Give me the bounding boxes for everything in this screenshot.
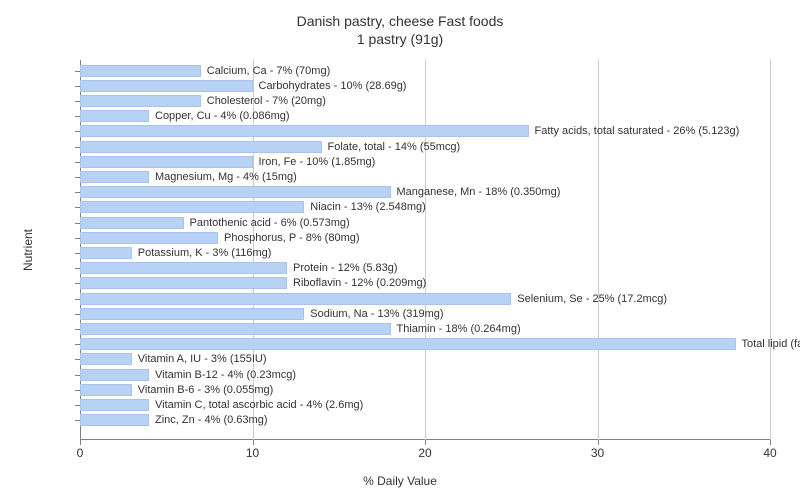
x-tickmark [80,440,81,445]
nutrient-bar-label: Zinc, Zn - 4% (0.63mg) [155,414,267,426]
nutrient-bar-label: Thiamin - 18% (0.264mg) [397,323,521,335]
nutrient-bar [80,186,391,198]
y-tick-dash [75,223,80,224]
nutrient-bar [80,353,132,365]
nutrient-bar-label: Copper, Cu - 4% (0.086mg) [155,110,290,122]
y-tick-dash [75,207,80,208]
nutrient-chart: Danish pastry, cheese Fast foods 1 pastr… [0,0,800,500]
nutrient-bar [80,293,511,305]
nutrient-bar-label: Sodium, Na - 13% (319mg) [310,308,443,320]
y-tick-dash [75,314,80,315]
nutrient-bar-label: Vitamin A, IU - 3% (155IU) [138,353,267,365]
y-tick-dash [75,359,80,360]
title-line-2: 1 pastry (91g) [357,31,443,47]
x-tick-label: 30 [591,446,604,460]
y-tick-dash [75,131,80,132]
x-tick-label: 10 [246,446,259,460]
nutrient-bar-label: Riboflavin - 12% (0.209mg) [293,277,426,289]
nutrient-bar [80,201,304,213]
nutrient-bar [80,156,253,168]
nutrient-bar-label: Selenium, Se - 25% (17.2mcg) [517,293,667,305]
y-tick-dash [75,405,80,406]
x-tick-label: 20 [418,446,431,460]
nutrient-bar [80,369,149,381]
nutrient-bar [80,323,391,335]
nutrient-bar-label: Iron, Fe - 10% (1.85mg) [259,156,376,168]
x-tickmark [598,440,599,445]
y-tick-dash [75,71,80,72]
nutrient-bar-label: Cholesterol - 7% (20mg) [207,95,326,107]
gridline [598,60,599,440]
y-tick-dash [75,147,80,148]
x-tick-label: 0 [77,446,84,460]
nutrient-bar-label: Folate, total - 14% (55mcg) [328,141,461,153]
x-axis-label: % Daily Value [363,474,437,488]
nutrient-bar-label: Carbohydrates - 10% (28.69g) [259,80,407,92]
y-tick-dash [75,299,80,300]
nutrient-bar [80,338,736,350]
y-tick-dash [75,420,80,421]
nutrient-bar-label: Fatty acids, total saturated - 26% (5.12… [535,125,740,137]
nutrient-bar-label: Phosphorus, P - 8% (80mg) [224,232,360,244]
nutrient-bar [80,125,529,137]
nutrient-bar [80,308,304,320]
y-tick-dash [75,390,80,391]
title-line-1: Danish pastry, cheese Fast foods [297,13,504,29]
nutrient-bar [80,384,132,396]
nutrient-bar-label: Vitamin B-12 - 4% (0.23mcg) [155,369,296,381]
y-tick-dash [75,86,80,87]
y-tick-dash [75,162,80,163]
gridline [425,60,426,440]
plot-area: 010203040Calcium, Ca - 7% (70mg)Carbohyd… [80,60,770,440]
nutrient-bar-label: Calcium, Ca - 7% (70mg) [207,65,330,77]
nutrient-bar-label: Protein - 12% (5.83g) [293,262,398,274]
nutrient-bar [80,414,149,426]
y-tick-dash [75,177,80,178]
nutrient-bar [80,217,184,229]
nutrient-bar-label: Total lipid (fat) - 38% (24.62g) [742,338,800,350]
y-tick-dash [75,329,80,330]
nutrient-bar [80,80,253,92]
nutrient-bar [80,171,149,183]
nutrient-bar [80,141,322,153]
y-tick-dash [75,375,80,376]
y-tick-dash [75,238,80,239]
y-tick-dash [75,192,80,193]
nutrient-bar-label: Potassium, K - 3% (116mg) [138,247,272,259]
x-tickmark [770,440,771,445]
chart-title: Danish pastry, cheese Fast foods 1 pastr… [0,0,800,48]
nutrient-bar [80,110,149,122]
nutrient-bar [80,247,132,259]
y-tick-dash [75,101,80,102]
y-axis-label: Nutrient [21,229,35,271]
y-tick-dash [75,268,80,269]
nutrient-bar [80,262,287,274]
nutrient-bar-label: Vitamin B-6 - 3% (0.055mg) [138,384,274,396]
y-tick-dash [75,253,80,254]
nutrient-bar-label: Pantothenic acid - 6% (0.573mg) [190,217,350,229]
nutrient-bar-label: Magnesium, Mg - 4% (15mg) [155,171,297,183]
nutrient-bar [80,399,149,411]
nutrient-bar [80,232,218,244]
x-tickmark [425,440,426,445]
nutrient-bar [80,277,287,289]
nutrient-bar-label: Niacin - 13% (2.548mg) [310,201,426,213]
y-tick-dash [75,344,80,345]
x-tickmark [253,440,254,445]
x-tick-label: 40 [763,446,776,460]
nutrient-bar [80,95,201,107]
y-tick-dash [75,116,80,117]
nutrient-bar-label: Vitamin C, total ascorbic acid - 4% (2.6… [155,399,363,411]
y-tick-dash [75,283,80,284]
nutrient-bar-label: Manganese, Mn - 18% (0.350mg) [397,186,561,198]
gridline [770,60,771,440]
nutrient-bar [80,65,201,77]
